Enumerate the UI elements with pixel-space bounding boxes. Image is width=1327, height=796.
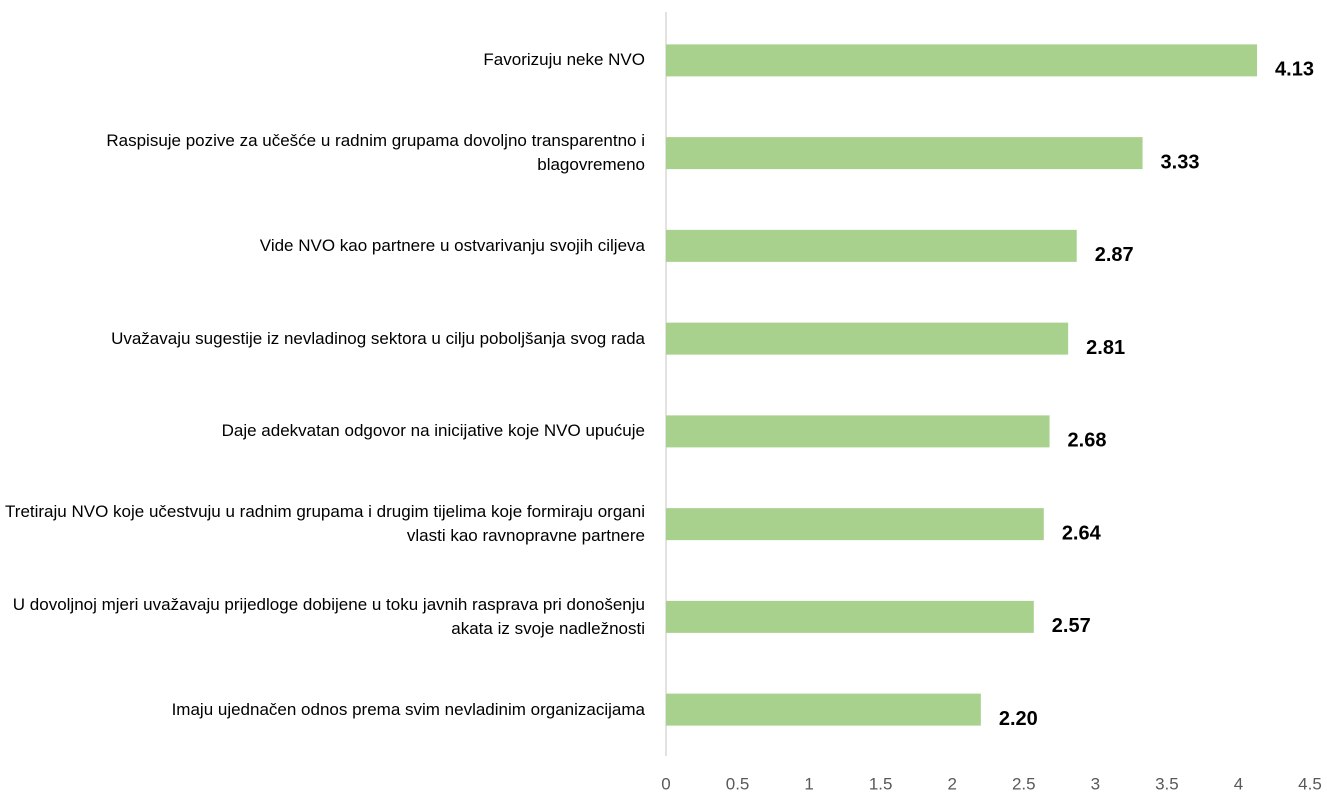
category-label: Uvažavaju sugestije iz nevladinog sektor… [111, 328, 645, 348]
category-label: Favorizuju neke NVO [483, 50, 645, 70]
category-label: Imaju ujednačen odnos prema svim nevladi… [171, 699, 645, 719]
x-tick-label: 1.5 [869, 774, 893, 793]
category-label: Vide NVO kao partnere u ostvarivanju svo… [259, 235, 645, 255]
bar [666, 508, 1044, 541]
value-label: 2.57 [1052, 615, 1091, 637]
category-label: Daje adekvatan odgovor na inicijative ko… [221, 421, 645, 441]
value-label: 2.68 [1068, 430, 1107, 452]
value-label: 2.87 [1095, 244, 1134, 266]
x-tick-label: 3.5 [1155, 774, 1179, 793]
x-tick-label: 0 [661, 774, 670, 793]
category-label: Raspisuje pozive za učešće u radnim grup… [106, 131, 645, 175]
category-label: Tretiraju NVO koje učestvuju u radnim gr… [5, 502, 645, 546]
bar [666, 415, 1050, 448]
x-tick-label: 2 [947, 774, 956, 793]
value-label: 2.64 [1062, 522, 1102, 544]
x-tick-label: 4.5 [1298, 774, 1322, 793]
x-tick-label: 3 [1091, 774, 1100, 793]
bar [666, 693, 981, 726]
bar [666, 44, 1258, 77]
x-tick-label: 1 [804, 774, 813, 793]
category-label: U dovoljnoj mjeri uvažavaju prijedloge d… [12, 594, 645, 638]
x-tick-label: 0.5 [726, 774, 750, 793]
x-tick-label: 2.5 [1012, 774, 1036, 793]
value-label: 2.20 [999, 708, 1038, 730]
bar [666, 600, 1034, 633]
bar [666, 322, 1069, 355]
bar [666, 137, 1143, 170]
x-tick-label: 4 [1234, 774, 1243, 793]
bar [666, 229, 1077, 262]
value-label: 4.13 [1275, 59, 1314, 81]
value-label: 2.81 [1086, 337, 1125, 359]
value-label: 3.33 [1161, 151, 1200, 173]
